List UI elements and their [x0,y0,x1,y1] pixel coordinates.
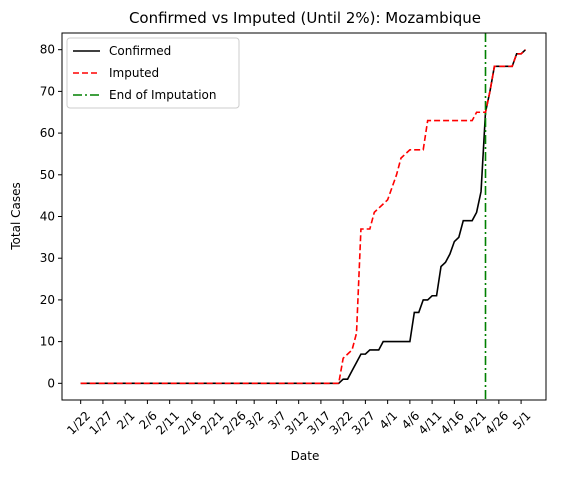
x-tick-label: 2/16 [175,409,204,438]
x-tick-label: 3/17 [304,409,333,438]
y-tick-label: 70 [40,84,55,98]
x-tick-label: 1/27 [86,409,115,438]
x-tick-label: 5/1 [510,409,534,433]
legend-label: Imputed [109,66,159,80]
x-tick-label: 4/16 [438,409,467,438]
y-axis: 0 10 20 30 40 50 60 70 80 [40,43,62,390]
y-tick-label: 0 [47,376,55,390]
legend-label: Confirmed [109,44,171,58]
x-tick-label: 4/1 [377,409,401,433]
plot-area [80,33,527,400]
x-tick-label: 2/21 [198,409,227,438]
series-imputed-line [80,49,527,385]
x-tick-label: 1/22 [64,409,93,438]
y-tick-label: 10 [40,335,55,349]
y-tick-label: 40 [40,210,55,224]
x-tick-label: 3/12 [282,409,311,438]
x-tick-label: 3/27 [349,409,378,438]
y-axis-title: Total Cases [9,182,23,250]
x-tick-label: 3/22 [327,409,356,438]
chart-title: Confirmed vs Imputed (Until 2%): Mozambi… [129,9,481,27]
y-tick-label: 60 [40,126,55,140]
x-tick-label: 4/26 [482,409,511,438]
y-tick-label: 50 [40,168,55,182]
y-tick-label: 80 [40,43,55,57]
legend-label: End of Imputation [109,88,217,102]
x-tick-label: 4/11 [416,409,445,438]
legend: Confirmed Imputed End of Imputation [66,37,240,109]
legend-box [66,37,240,109]
y-tick-label: 30 [40,251,55,265]
x-axis-title: Date [291,449,320,463]
y-tick-label: 20 [40,293,55,307]
x-tick-label: 3/2 [243,409,267,433]
x-tick-label: 2/1 [114,409,138,433]
series-confirmed-line [80,49,527,385]
x-tick-label: 4/21 [460,409,489,438]
x-axis: 1/221/272/12/62/112/162/212/263/23/73/12… [64,400,534,438]
x-tick-label: 2/11 [153,409,182,438]
